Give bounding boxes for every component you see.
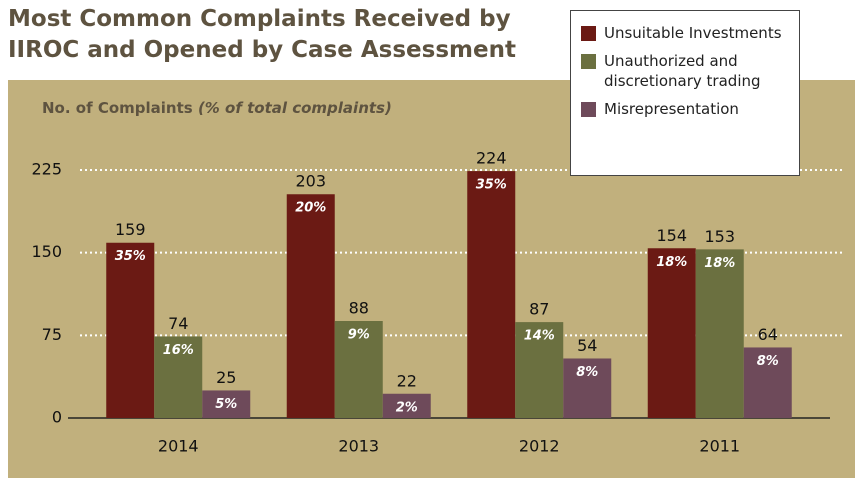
bar [106,242,155,418]
legend-item: Unsuitable Investments [581,23,789,43]
bar [743,347,792,418]
value-label: 153 [704,227,735,246]
value-label: 22 [397,371,417,390]
legend-swatch [581,26,596,41]
value-label: 74 [168,314,188,333]
value-label: 224 [476,149,507,168]
y-tick-label: 75 [42,325,62,344]
value-label: 64 [758,325,778,344]
bar [334,321,383,418]
share-label: 14% [524,329,555,344]
y-axis-label: No. of Complaints (% of total complaints… [42,99,392,117]
value-label: 154 [656,226,687,245]
legend: Unsuitable Investments Unauthorized and d… [570,10,800,176]
y-label-note: (% of total complaints) [198,99,392,117]
legend-swatch [581,54,596,69]
bar [382,393,431,418]
bar [467,171,516,418]
value-label: 88 [349,299,369,318]
bar [286,194,335,418]
share-label: 5% [215,397,237,412]
value-label: 159 [115,220,146,239]
legend-item: Unauthorized and discretionary trading [581,51,789,91]
share-label: 2% [396,400,418,415]
share-label: 18% [704,256,735,271]
x-tick-label: 2011 [699,437,740,456]
share-label: 8% [757,354,779,369]
legend-label: Unauthorized and discretionary trading [604,52,761,90]
bar [154,336,203,418]
legend-label: Unsuitable Investments [604,24,782,42]
value-label: 54 [577,336,597,355]
legend-swatch [581,102,596,117]
value-label: 25 [216,368,236,387]
y-tick-label: 0 [52,408,62,427]
share-label: 35% [115,249,146,264]
bar [647,248,696,418]
bar [695,249,744,418]
bar [202,390,251,418]
x-tick-label: 2012 [519,437,560,456]
share-label: 18% [656,255,687,270]
bar [563,358,612,418]
share-label: 9% [348,328,370,343]
share-label: 20% [295,201,326,216]
x-tick-label: 2013 [338,437,379,456]
y-label-main: No. of Complaints [42,99,193,117]
legend-label: Misrepresentation [604,100,739,118]
chart-title: Most Common Complaints Received by IIROC… [8,6,516,63]
bar [515,322,564,418]
legend-item: Misrepresentation [581,99,789,119]
share-label: 8% [576,365,598,380]
value-label: 87 [529,300,549,319]
value-label: 203 [295,172,326,191]
share-label: 35% [476,178,507,193]
share-label: 16% [163,343,194,358]
x-tick-label: 2014 [158,437,199,456]
y-tick-label: 225 [31,160,62,179]
y-tick-label: 150 [31,242,62,261]
